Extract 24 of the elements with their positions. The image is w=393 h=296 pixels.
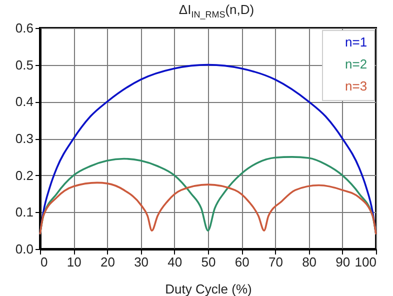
line-series: [39, 182, 377, 236]
x-tick-label: 90: [336, 254, 350, 270]
y-tick-label: 0.2: [15, 168, 34, 183]
x-tick-label: 80: [302, 254, 317, 270]
text: n=2: [345, 56, 368, 72]
chart-title: ΔI$_{IN_RMS}$(n,D): [178, 1, 256, 20]
y-tick-label: 0.4: [15, 94, 34, 110]
y-tick-label: 0.5: [15, 57, 34, 72]
x-tick-label: 20: [100, 254, 115, 270]
y-tick-label: 0.0: [15, 242, 34, 256]
y-tick-label: 0.6: [15, 20, 34, 36]
x-tick-label: 0: [40, 254, 48, 270]
text: n=3: [345, 78, 368, 94]
x-tick-label: 40: [168, 254, 182, 270]
x-axis-title: Duty Cycle (%): [165, 282, 252, 296]
x-tick-label: 50: [201, 254, 216, 270]
text: n=1: [345, 34, 368, 50]
x-tick-label: 60: [234, 254, 250, 270]
y-tick-label: 0.3: [15, 131, 34, 146]
x-tick-label: 70: [268, 254, 283, 270]
y-tick-label: 0.1: [15, 204, 34, 220]
x-tick-label: 100: [354, 254, 376, 270]
x-tick-label: 30: [134, 254, 149, 270]
x-tick-label: 10: [66, 254, 82, 270]
